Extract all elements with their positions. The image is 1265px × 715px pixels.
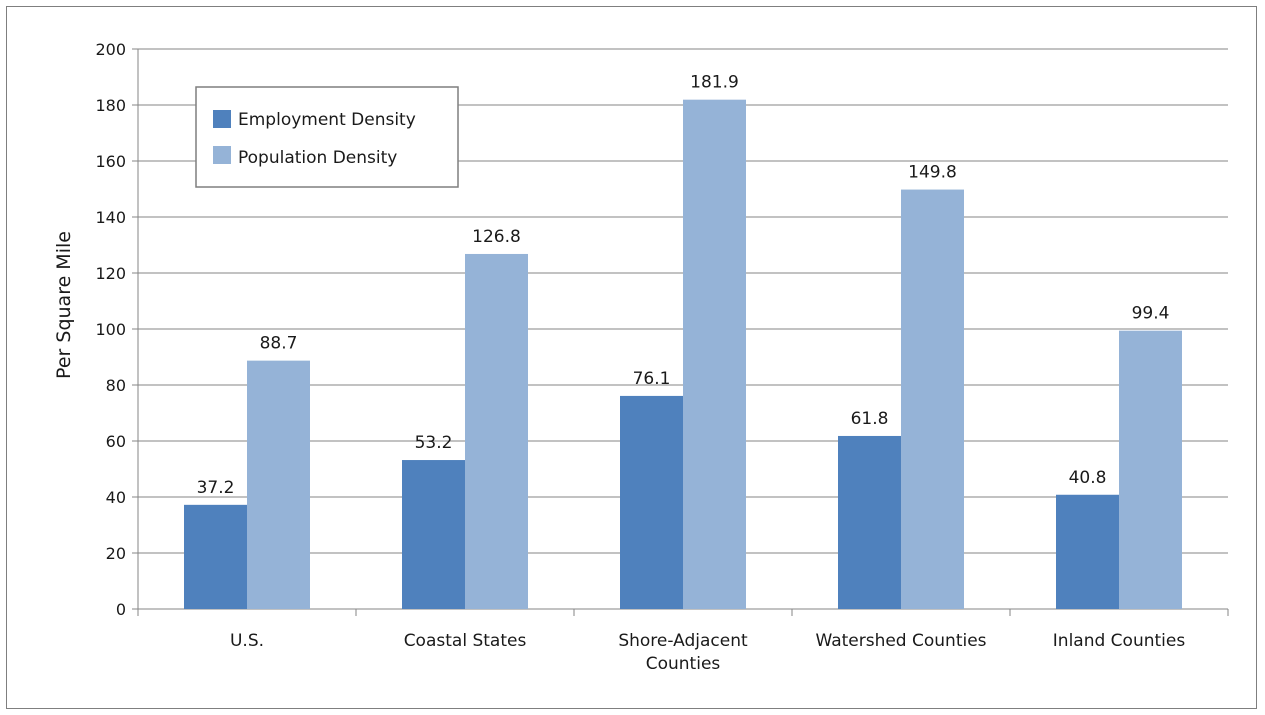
bar-population (247, 360, 310, 609)
data-label: 37.2 (197, 478, 235, 498)
x-tick-label-line: Watershed Counties (815, 631, 986, 651)
y-tick-label: 40 (106, 488, 126, 507)
x-tick-label-line: Shore-Adjacent (618, 631, 748, 651)
x-tick-label: Shore-Adjacent Counties (618, 631, 748, 674)
bar-population (901, 189, 964, 609)
x-tick-label: Watershed Counties (815, 631, 986, 651)
x-tick-label: Coastal States (404, 631, 527, 651)
x-tick-label-line: U.S. (230, 631, 264, 651)
x-tick-label: U.S. (230, 631, 264, 651)
bar-population (465, 253, 528, 609)
data-label: 149.8 (908, 163, 957, 183)
y-tick-label: 60 (106, 432, 126, 451)
data-label: 126.8 (472, 227, 521, 247)
bar-employment (1056, 494, 1119, 609)
bar-employment (402, 460, 465, 609)
legend: Employment Density Population Density (195, 86, 459, 188)
legend-swatch-population (213, 146, 231, 164)
y-tick-label: 100 (95, 320, 126, 339)
x-tick-label: Inland Counties (1053, 631, 1186, 651)
axes: 0 20 40 60 80 100 120 140 160 180 200 U.S. Coastal S… (95, 40, 1229, 674)
y-tick-label: 160 (95, 152, 126, 171)
legend-label-population: Population Density (238, 148, 397, 168)
data-label: 76.1 (633, 369, 671, 389)
y-tick-label: 120 (95, 264, 126, 283)
data-labels: 37.2 88.7 53.2 126.8 76.1 181.9 61.8 149.8 40.8 9… (197, 73, 1170, 498)
data-label: 53.2 (415, 433, 453, 453)
y-tick-label: 0 (116, 600, 126, 619)
legend-label-employment: Employment Density (238, 110, 416, 130)
data-label: 99.4 (1132, 304, 1170, 324)
x-tick-label-line: Counties (646, 654, 721, 674)
legend-swatch-employment (213, 110, 231, 128)
y-tick-label: 140 (95, 208, 126, 227)
data-label: 61.8 (851, 409, 889, 429)
bar-employment (620, 395, 683, 609)
bars (184, 99, 1182, 610)
legend-box (195, 86, 459, 188)
bar-employment (838, 435, 901, 609)
y-tick-label: 80 (106, 376, 126, 395)
data-label: 40.8 (1069, 468, 1107, 488)
x-tick-label-line: Coastal States (404, 631, 527, 651)
y-tick-label: 200 (95, 40, 126, 59)
data-label: 181.9 (690, 73, 739, 93)
data-label: 88.7 (260, 334, 298, 354)
bar-employment (184, 504, 247, 609)
bar-population (1119, 330, 1182, 609)
bar-population (683, 99, 746, 610)
x-tick-label-line: Inland Counties (1053, 631, 1186, 651)
y-tick-label: 180 (95, 96, 126, 115)
y-axis-title: Per Square Mile (53, 231, 75, 379)
y-tick-label: 20 (106, 544, 126, 563)
